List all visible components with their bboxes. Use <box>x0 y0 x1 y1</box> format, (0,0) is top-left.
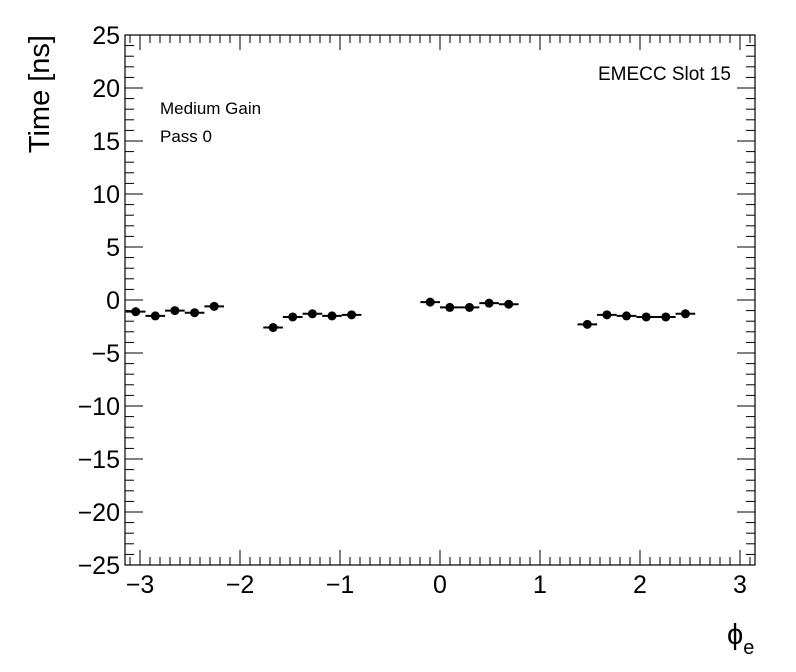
y-tick-label: −25 <box>78 552 120 580</box>
y-tick-label: −15 <box>78 446 120 474</box>
data-point <box>170 306 180 316</box>
data-point <box>641 312 651 322</box>
y-tick-label: −20 <box>78 499 120 527</box>
data-point <box>582 319 592 329</box>
x-axis-title: ϕe <box>727 619 754 659</box>
data-point <box>445 302 455 312</box>
data-point <box>307 309 317 319</box>
data-point <box>465 302 474 312</box>
data-point <box>190 308 200 318</box>
slot-label: EMECC Slot 15 <box>598 64 731 85</box>
data-point <box>661 312 671 322</box>
data-point <box>347 310 357 320</box>
y-tick-label: −10 <box>78 393 120 421</box>
data-points <box>125 297 696 333</box>
y-tick-label: −5 <box>91 340 120 368</box>
x-tick-label: 2 <box>633 571 647 599</box>
data-point <box>131 307 141 317</box>
x-axis-subscript: e <box>743 637 754 659</box>
data-point <box>602 310 612 320</box>
y-tick-label: 10 <box>92 181 120 209</box>
data-point <box>484 298 494 308</box>
gain-label: Medium Gain <box>160 99 261 118</box>
x-tick-label: 1 <box>533 571 547 599</box>
x-tick-labels: −3 −2 −1 0 1 2 3 <box>126 571 747 599</box>
x-tick-label: −3 <box>126 571 155 599</box>
data-point <box>268 323 278 333</box>
y-tick-label: 25 <box>92 22 120 50</box>
y-axis-title: Time [ns] <box>24 35 56 153</box>
x-tick-label: 0 <box>433 571 447 599</box>
data-point <box>504 299 514 309</box>
y-tick-label: 20 <box>92 75 120 103</box>
y-tick-label: 0 <box>106 287 120 315</box>
pass-label: Pass 0 <box>160 127 212 146</box>
data-point <box>680 309 690 319</box>
x-axis-symbol: ϕ <box>727 619 743 651</box>
x-tick-label: 3 <box>733 571 747 599</box>
data-point <box>425 297 435 307</box>
x-tick-label: −1 <box>326 571 355 599</box>
x-tick-label: −2 <box>226 571 255 599</box>
data-point <box>288 312 298 322</box>
data-point <box>327 311 337 321</box>
y-tick-label: 5 <box>106 234 120 262</box>
data-point <box>150 311 160 321</box>
y-tick-label: 15 <box>92 128 120 156</box>
data-point <box>622 311 631 321</box>
y-tick-labels: −25 −20 −15 −10 −5 0 5 10 15 20 25 <box>78 22 120 580</box>
axis-ticks <box>125 34 755 566</box>
data-point <box>209 301 219 311</box>
